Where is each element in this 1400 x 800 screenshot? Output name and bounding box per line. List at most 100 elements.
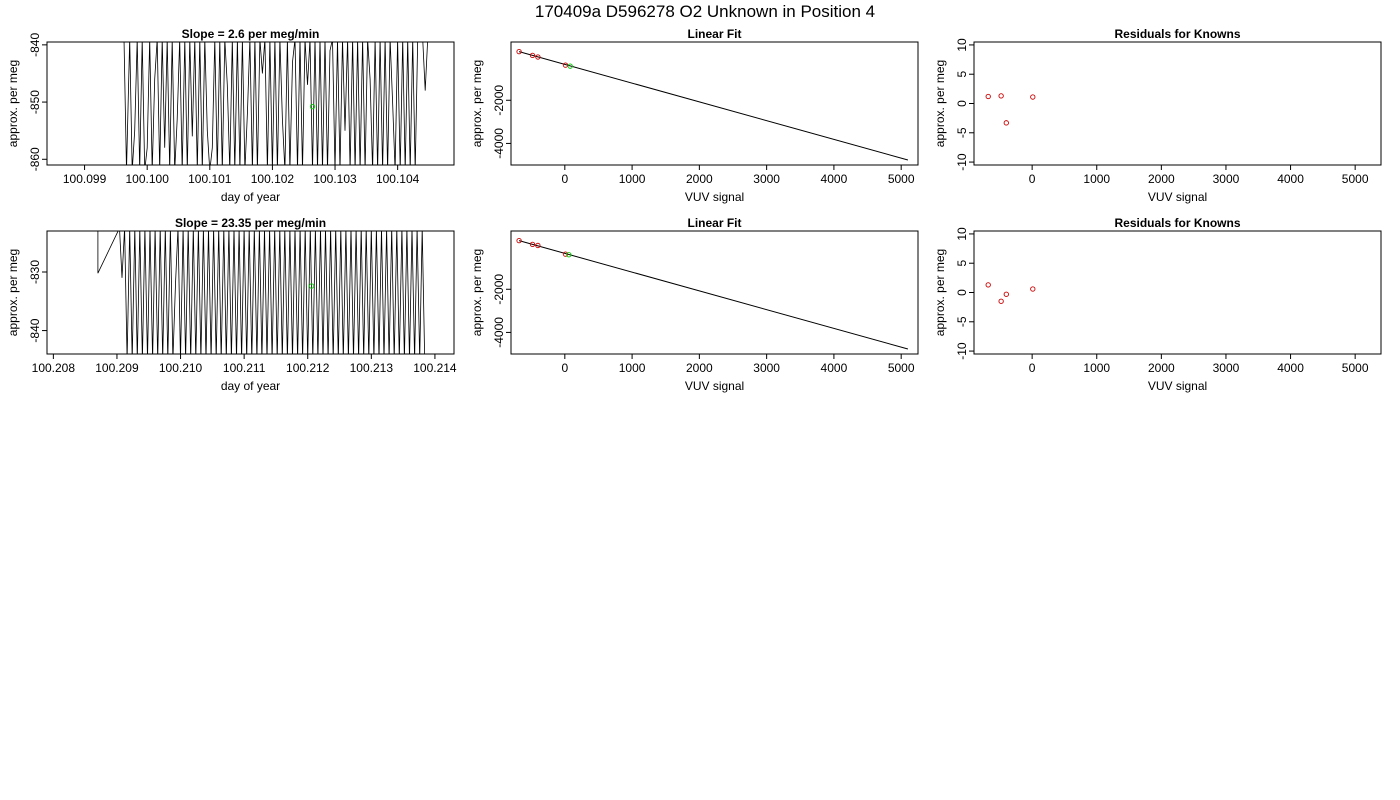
x-tick-label: 5000 <box>1342 172 1369 186</box>
y-tick-label: -5 <box>955 316 969 327</box>
x-tick-label: 3000 <box>1213 172 1240 186</box>
y-tick-label: -860 <box>28 147 42 171</box>
known-point <box>535 54 541 60</box>
plot-frame <box>46 41 455 166</box>
plot-panel: Residuals for Knowns 0 1000 2000 3000 4000 500… <box>933 216 1382 393</box>
fit-line <box>518 240 909 350</box>
x-tick-label: 100.099 <box>63 172 107 186</box>
unknown-point <box>308 283 315 289</box>
x-axis-label: VUV signal <box>685 379 744 393</box>
y-tick-label: -4000 <box>492 317 506 348</box>
plot-title: Linear Fit <box>687 216 741 230</box>
signal-trace <box>123 42 428 165</box>
x-tick-label: 2000 <box>1148 361 1175 375</box>
x-tick-label: 2000 <box>1148 172 1175 186</box>
x-tick-label: 4000 <box>821 172 848 186</box>
plot-frame <box>510 41 919 166</box>
known-point <box>535 242 541 249</box>
y-tick-label: -840 <box>28 318 42 342</box>
y-tick-label: 5 <box>955 260 969 267</box>
x-axis-label: day of year <box>221 379 280 393</box>
x-tick-label: 100.210 <box>159 361 203 375</box>
plot-title: Slope = 2.6 per meg/min <box>182 27 320 41</box>
x-tick-label: 0 <box>561 361 568 375</box>
x-tick-label: 100.213 <box>350 361 394 375</box>
x-tick-label: 4000 <box>821 361 848 375</box>
x-tick-label: 3000 <box>753 172 780 186</box>
plot-panel: Slope = 2.6 per meg/min 100.099 100.100 100… <box>6 27 455 204</box>
x-tick-label: 100.102 <box>251 172 295 186</box>
plot-title: Linear Fit <box>687 27 741 41</box>
residual-point <box>1003 120 1009 126</box>
known-point <box>529 241 536 248</box>
x-tick-label: 2000 <box>686 172 713 186</box>
unknown-point <box>567 63 573 69</box>
residual-point <box>1003 291 1009 297</box>
y-axis-label: approx. per meg <box>470 60 484 147</box>
plot-title: Slope = 23.35 per meg/min <box>175 216 326 230</box>
x-axis-label: VUV signal <box>1148 379 1207 393</box>
x-tick-label: 1000 <box>1083 172 1110 186</box>
x-tick-label: 3000 <box>753 361 780 375</box>
plot-panel: Linear Fit 0 1000 2000 3000 4000 5000 -2000 -400… <box>470 27 919 204</box>
y-tick-label: 10 <box>955 227 969 241</box>
y-axis-label: approx. per meg <box>6 249 20 336</box>
x-axis-label: day of year <box>221 190 280 204</box>
y-axis-label: approx. per meg <box>933 249 947 336</box>
fit-line <box>518 51 909 161</box>
y-tick-label: 0 <box>955 289 969 296</box>
unknown-point <box>566 252 572 258</box>
y-tick-label: -2000 <box>492 274 506 305</box>
signal-trace <box>97 231 425 354</box>
y-tick-label: -830 <box>28 260 42 284</box>
x-tick-label: 100.104 <box>376 172 420 186</box>
x-tick-label: 0 <box>1029 172 1036 186</box>
x-tick-label: 100.211 <box>223 361 266 375</box>
y-axis-label: approx. per meg <box>933 60 947 147</box>
y-tick-label: -850 <box>28 90 42 114</box>
known-point <box>516 48 522 55</box>
unknown-point <box>309 103 316 110</box>
x-tick-label: 0 <box>561 172 568 186</box>
x-axis-label: VUV signal <box>685 190 744 204</box>
x-tick-label: 5000 <box>888 172 915 186</box>
x-tick-label: 100.209 <box>95 361 139 375</box>
plot-title: Residuals for Knowns <box>1114 27 1240 41</box>
x-tick-label: 1000 <box>1083 361 1110 375</box>
plot-panel: Slope = 23.35 per meg/min 100.208 100.209 1… <box>6 216 457 393</box>
y-tick-label: -2000 <box>492 85 506 116</box>
x-tick-label: 4000 <box>1277 361 1304 375</box>
plot-frame <box>46 230 455 355</box>
residual-point <box>998 298 1004 304</box>
plot-frame <box>973 230 1382 355</box>
plot-panel: Linear Fit 0 1000 2000 3000 4000 5000 -2000 -400… <box>470 216 919 393</box>
known-point <box>516 237 522 244</box>
x-tick-label: 3000 <box>1213 361 1240 375</box>
x-tick-label: 100.212 <box>286 361 330 375</box>
plot-title: Residuals for Knowns <box>1114 216 1240 230</box>
y-tick-label: 10 <box>955 38 969 52</box>
x-tick-label: 1000 <box>619 361 646 375</box>
figure-title: 170409a D596278 O2 Unknown in Position 4 <box>535 2 875 21</box>
y-tick-label: 0 <box>955 100 969 107</box>
x-tick-label: 100.101 <box>188 172 232 186</box>
y-tick-label: -4000 <box>492 128 506 159</box>
y-tick-label: -5 <box>955 127 969 138</box>
known-point <box>529 52 536 59</box>
residual-point <box>1030 286 1036 292</box>
x-tick-label: 5000 <box>1342 361 1369 375</box>
y-tick-label: -840 <box>28 33 42 57</box>
known-point <box>562 62 569 68</box>
x-tick-label: 0 <box>1029 361 1036 375</box>
x-tick-label: 1000 <box>619 172 646 186</box>
x-tick-label: 2000 <box>686 361 713 375</box>
residual-point <box>985 282 991 288</box>
plot-panel: Residuals for Knowns 0 1000 2000 3000 4000 500… <box>933 27 1382 204</box>
x-tick-label: 100.100 <box>125 172 169 186</box>
known-point <box>562 251 569 257</box>
x-tick-label: 100.208 <box>32 361 76 375</box>
x-axis-label: VUV signal <box>1148 190 1207 204</box>
residual-point <box>998 93 1004 99</box>
plot-frame <box>973 41 1382 166</box>
